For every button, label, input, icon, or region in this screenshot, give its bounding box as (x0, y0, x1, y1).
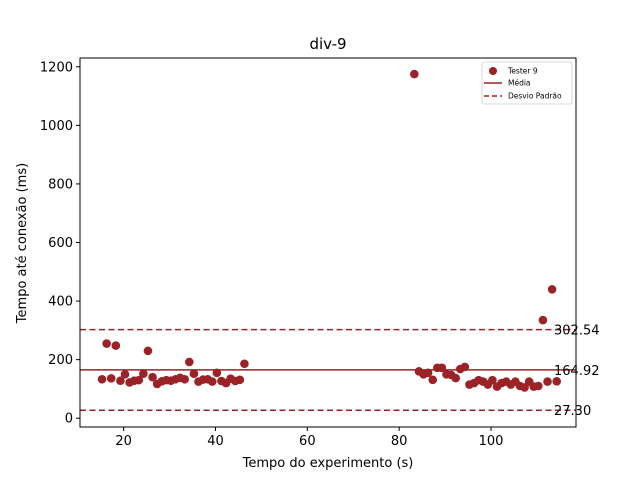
data-point (180, 374, 190, 384)
data-point (143, 346, 153, 356)
y-tick-label: 800 (48, 177, 73, 192)
data-point (488, 375, 497, 385)
data-point (547, 285, 557, 294)
data-point (189, 369, 199, 379)
reference-line-label-1: 302.54 (554, 324, 600, 339)
x-tick-label: 80 (391, 434, 408, 449)
reference-line-label-0: 164.92 (554, 364, 600, 379)
x-axis-label: Tempo do experimento (s) (242, 456, 414, 471)
x-tick-label: 100 (479, 434, 504, 449)
data-point (451, 373, 460, 383)
data-point (111, 341, 121, 350)
x-tick-label: 60 (299, 434, 316, 449)
legend-marker-tester (489, 67, 497, 75)
data-point (240, 359, 249, 369)
reference-lines (80, 328, 576, 411)
reference-line-labels: 164.92 302.54 27.30 (554, 324, 600, 420)
legend-box (481, 61, 573, 105)
reference-line-label-2: 27.30 (554, 404, 591, 419)
data-point (97, 374, 107, 384)
data-point (460, 362, 470, 372)
data-point (116, 376, 125, 386)
legend-label-tester: Tester 9 (507, 67, 538, 76)
data-point (538, 315, 548, 325)
data-point (106, 374, 116, 383)
y-tick-label: 600 (48, 236, 73, 251)
data-point (102, 339, 111, 348)
legend-label-stddev: Desvio Padrão (508, 92, 562, 101)
data-point (212, 368, 222, 378)
x-tick-label: 20 (115, 434, 132, 449)
data-point (520, 383, 529, 392)
x-tick-label: 40 (207, 434, 224, 449)
data-point (428, 375, 438, 385)
legend-label-mean: Média (508, 79, 531, 88)
data-point (423, 368, 433, 378)
y-axis-ticks: 0 200 400 600 800 1000 1200 (40, 60, 80, 427)
data-point (534, 381, 543, 391)
data-point (185, 357, 194, 367)
y-tick-label: 1200 (40, 60, 73, 75)
y-tick-label: 0 (65, 412, 73, 427)
y-tick-label: 1000 (40, 119, 73, 134)
data-point (543, 377, 552, 386)
y-tick-label: 400 (48, 295, 73, 310)
data-point (410, 69, 419, 79)
data-point (148, 372, 157, 382)
data-point (207, 377, 217, 386)
y-axis-label: Tempo até conexão (ms) (15, 163, 30, 324)
data-point (552, 377, 562, 386)
data-point (235, 375, 245, 385)
data-points (97, 69, 562, 392)
chart-title: div-9 (309, 35, 346, 53)
data-point (437, 363, 447, 373)
legend: Tester 9 Média Desvio Padrão (481, 61, 573, 105)
data-point (139, 369, 148, 379)
x-axis-ticks: 20 40 60 80 100 (115, 427, 503, 449)
y-tick-label: 200 (48, 353, 73, 368)
data-point (134, 375, 144, 385)
data-point (120, 369, 130, 379)
